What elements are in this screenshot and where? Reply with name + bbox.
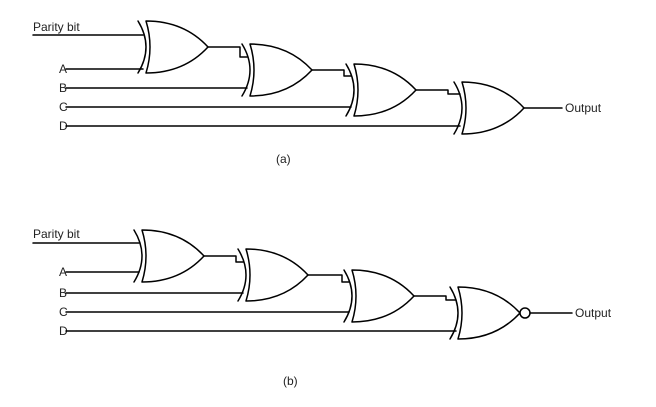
circuit-a-wires	[32, 34, 563, 127]
xor-gate-4-output	[453, 81, 525, 135]
xor-gate-2-b	[237, 248, 309, 302]
circuit-b-wires	[32, 242, 573, 332]
xor-gate-3-b	[343, 269, 415, 323]
inversion-bubble	[519, 307, 531, 319]
xor-gate-1	[137, 20, 209, 74]
input-label-b: B	[59, 81, 67, 95]
caption-b: (b)	[283, 374, 298, 388]
input-label-d-b: D	[59, 324, 68, 338]
circuit-b: Parity bit A B C D	[32, 227, 612, 388]
circuit-a: Parity bit A B C D	[32, 20, 602, 166]
input-label-b-b: B	[59, 286, 67, 300]
xnor-gate-4-output	[449, 286, 531, 340]
input-label-a: A	[59, 62, 67, 76]
output-label-a: Output	[565, 101, 602, 115]
xor-gate-2	[241, 43, 313, 97]
input-label-c: C	[59, 100, 68, 114]
input-label-a-b: A	[59, 265, 67, 279]
caption-a: (a)	[276, 152, 291, 166]
input-label-parity-bit-b: Parity bit	[33, 227, 80, 241]
xor-gate-3	[345, 63, 417, 117]
input-label-d: D	[59, 119, 68, 133]
xor-gate-1-b	[133, 229, 205, 283]
input-label-parity-bit: Parity bit	[33, 20, 80, 34]
output-label-b: Output	[575, 306, 612, 320]
input-label-c-b: C	[59, 305, 68, 319]
